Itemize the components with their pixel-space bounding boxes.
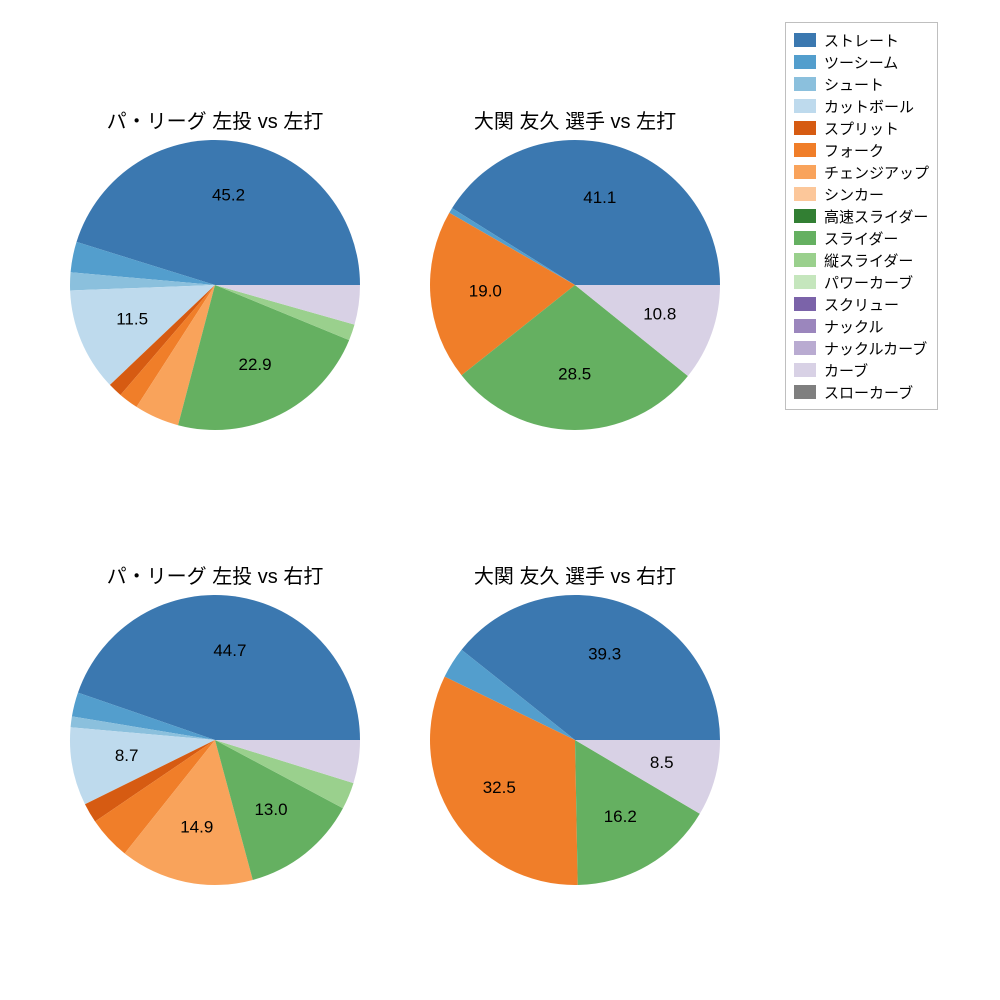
pie-slice-label: 45.2	[212, 186, 245, 205]
legend-swatch	[794, 33, 816, 47]
pie-slice-label: 41.1	[583, 188, 616, 207]
pie-slice-label: 10.8	[643, 304, 676, 323]
legend-item: ツーシーム	[794, 51, 929, 73]
legend-label: ツーシーム	[824, 52, 898, 73]
legend-label: 縦スライダー	[824, 250, 913, 271]
legend-swatch	[794, 341, 816, 355]
pie-br: 39.3 32.5 16.2 8.5	[428, 593, 722, 887]
pie-bl: 44.7 8.7 14.9 13.0	[68, 593, 362, 887]
legend: ストレートツーシームシュートカットボールスプリットフォークチェンジアップシンカー…	[785, 22, 938, 410]
legend-item: スクリュー	[794, 293, 929, 315]
pie-slice-label: 39.3	[588, 645, 621, 664]
pie-slice-label: 28.5	[558, 364, 591, 383]
legend-item: チェンジアップ	[794, 161, 929, 183]
legend-swatch	[794, 319, 816, 333]
legend-label: スライダー	[824, 228, 898, 249]
legend-item: ナックルカーブ	[794, 337, 929, 359]
legend-label: チェンジアップ	[824, 162, 929, 183]
legend-label: ナックルカーブ	[824, 338, 927, 359]
pie-slice-label: 32.5	[483, 778, 516, 797]
legend-label: スクリュー	[824, 294, 899, 315]
legend-label: ストレート	[824, 30, 899, 51]
pie-slice-label: 19.0	[469, 281, 502, 300]
legend-label: シュート	[824, 74, 884, 95]
legend-swatch	[794, 231, 816, 245]
pie-slice-label: 22.9	[239, 355, 272, 374]
legend-item: 縦スライダー	[794, 249, 929, 271]
pie-slice-label: 11.5	[116, 309, 148, 328]
pie-slice-label: 8.5	[650, 753, 674, 772]
pie-title-top-right: 大関 友久 選手 vs 左打	[474, 105, 676, 134]
legend-swatch	[794, 121, 816, 135]
legend-swatch	[794, 363, 816, 377]
pie-tr: 41.1 19.0 28.5 10.8	[428, 138, 722, 432]
legend-item: 高速スライダー	[794, 205, 929, 227]
legend-swatch	[794, 297, 816, 311]
legend-item: ストレート	[794, 29, 929, 51]
legend-swatch	[794, 55, 816, 69]
legend-swatch	[794, 275, 816, 289]
legend-item: フォーク	[794, 139, 929, 161]
legend-item: スローカーブ	[794, 381, 929, 403]
legend-swatch	[794, 143, 816, 157]
legend-item: ナックル	[794, 315, 929, 337]
pie-tl: 45.2 11.5 22.9	[68, 138, 362, 432]
legend-swatch	[794, 385, 816, 399]
legend-label: スプリット	[824, 118, 899, 139]
pie-slice-label: 44.7	[213, 641, 246, 660]
pie-slice-label: 14.9	[180, 818, 213, 837]
legend-swatch	[794, 187, 816, 201]
legend-item: カットボール	[794, 95, 929, 117]
pie-slice-label: 8.7	[115, 746, 139, 765]
pie-title-bottom-left: パ・リーグ 左投 vs 右打	[107, 560, 324, 589]
legend-swatch	[794, 99, 816, 113]
legend-swatch	[794, 77, 816, 91]
legend-label: フォーク	[824, 140, 884, 161]
pie-title-top-left: パ・リーグ 左投 vs 左打	[107, 105, 324, 134]
legend-label: パワーカーブ	[824, 272, 913, 293]
legend-label: シンカー	[824, 184, 884, 205]
legend-item: スライダー	[794, 227, 929, 249]
legend-item: シュート	[794, 73, 929, 95]
pie-slice-label: 16.2	[604, 807, 637, 826]
legend-item: パワーカーブ	[794, 271, 929, 293]
legend-label: ナックル	[824, 316, 884, 337]
pie-title-bottom-right: 大関 友久 選手 vs 右打	[474, 560, 676, 589]
legend-item: シンカー	[794, 183, 929, 205]
legend-label: カットボール	[824, 96, 914, 117]
legend-swatch	[794, 209, 816, 223]
pie-slice-label: 13.0	[254, 800, 287, 819]
legend-label: スローカーブ	[824, 382, 913, 403]
legend-swatch	[794, 253, 816, 267]
legend-label: 高速スライダー	[824, 206, 928, 227]
legend-item: スプリット	[794, 117, 929, 139]
legend-swatch	[794, 165, 816, 179]
legend-item: カーブ	[794, 359, 929, 381]
chart-stage: ストレートツーシームシュートカットボールスプリットフォークチェンジアップシンカー…	[0, 0, 1000, 1000]
legend-label: カーブ	[824, 360, 868, 381]
